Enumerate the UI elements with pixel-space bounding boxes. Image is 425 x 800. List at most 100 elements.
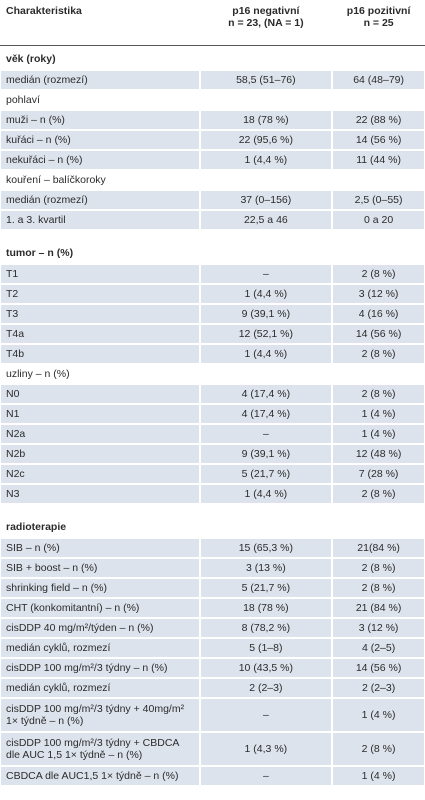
value-cell: 58,5 (51–76): [200, 71, 332, 89]
table-row: T4a 12 (52,1 %) 14 (56 %): [0, 324, 425, 344]
value-cell: 21(84 %): [333, 539, 424, 557]
value-cell: 4 (17,4 %): [200, 405, 332, 423]
row-label: CHT (konkomitantní) – n (%): [1, 599, 199, 617]
row-label: 1. a 3. kvartil: [1, 211, 199, 229]
header-cell: p16 negativní n = 23, (NA = 1): [228, 5, 304, 29]
section-row: věk (roky): [0, 46, 425, 70]
table-row: nekuřáci – n (%) 1 (4,4 %) 11 (44 %): [0, 150, 425, 170]
value-cell: 2 (8 %): [333, 733, 424, 765]
value-cell: 8 (78,2 %): [200, 619, 332, 637]
table-row: N3 1 (4,4 %) 2 (8 %): [0, 484, 425, 504]
table-row: CHT (konkomitantní) – n (%) 18 (78 %) 21 (…: [0, 598, 425, 618]
row-label: T4b: [1, 345, 199, 363]
row-label: pohlaví: [6, 94, 40, 106]
value-cell: 22 (95,6 %): [200, 131, 332, 149]
value-cell: 2 (8 %): [333, 559, 424, 577]
section-title: věk (roky): [6, 53, 56, 65]
section-title: radioterapie: [6, 521, 67, 533]
table-row: N1 4 (17,4 %) 1 (4 %): [0, 404, 425, 424]
row-label: muži – n (%): [1, 111, 199, 129]
row-label: kuřáci – n (%): [1, 131, 199, 149]
row-label: cisDDP 100 mg/m²/3 týdny + CBDCA dle AUC…: [1, 733, 199, 765]
row-label: cisDDP 40 mg/m²/týden – n (%): [1, 619, 199, 637]
value-cell: 15 (65,3 %): [200, 539, 332, 557]
value-cell: 3 (13 %): [200, 559, 332, 577]
row-label: N0: [1, 385, 199, 403]
value-cell: 2 (8 %): [333, 265, 424, 283]
row-label: T3: [1, 305, 199, 323]
value-cell: 9 (39,1 %): [200, 305, 332, 323]
table-row: SIB + boost – n (%) 3 (13 %) 2 (8 %): [0, 558, 425, 578]
row-label: medián (rozmezí): [1, 191, 199, 209]
row-label: nekuřáci – n (%): [1, 151, 199, 169]
row-label: medián (rozmezí): [1, 71, 199, 89]
value-cell: 37 (0–156): [200, 191, 332, 209]
table-row: medián (rozmezí) 37 (0–156) 2,5 (0–55): [0, 190, 425, 210]
value-cell: 1 (4,4 %): [200, 345, 332, 363]
row-label: uzliny – n (%): [6, 368, 70, 380]
value-cell: 12 (52,1 %): [200, 325, 332, 343]
row-label: T4a: [1, 325, 199, 343]
value-cell: 5 (21,7 %): [200, 579, 332, 597]
table-row: cisDDP 100 mg/m²/3 týdny – n (%) 10 (43,5…: [0, 658, 425, 678]
header-cell: p16 pozitivní n = 25: [346, 5, 411, 29]
table-row: uzliny – n (%): [0, 364, 425, 384]
table-row: kouření – balíčkoroky: [0, 170, 425, 190]
value-cell: 5 (1–8): [200, 639, 332, 657]
table-row: medián cyklů, rozmezí 2 (2–3) 2 (2–3): [0, 678, 425, 698]
row-label: shrinking field – n (%): [1, 579, 199, 597]
section-row: radioterapie: [0, 514, 425, 538]
value-cell: 11 (44 %): [333, 151, 424, 169]
row-label: T1: [1, 265, 199, 283]
value-cell: 9 (39,1 %): [200, 445, 332, 463]
value-cell: –: [200, 699, 332, 731]
row-label: N3: [1, 485, 199, 503]
table-row: N0 4 (17,4 %) 2 (8 %): [0, 384, 425, 404]
row-label: N2b: [1, 445, 199, 463]
value-cell: 1 (4 %): [333, 425, 424, 443]
table-row: T3 9 (39,1 %) 4 (16 %): [0, 304, 425, 324]
value-cell: 4 (16 %): [333, 305, 424, 323]
value-cell: 12 (48 %): [333, 445, 424, 463]
value-cell: 18 (78 %): [200, 599, 332, 617]
value-cell: 2,5 (0–55): [333, 191, 424, 209]
table-row: kuřáci – n (%) 22 (95,6 %) 14 (56 %): [0, 130, 425, 150]
value-cell: 64 (48–79): [333, 71, 424, 89]
value-cell: 5 (21,7 %): [200, 465, 332, 483]
row-label: SIB + boost – n (%): [1, 559, 199, 577]
value-cell: 1 (4,3 %): [200, 733, 332, 765]
spacer: [0, 504, 425, 514]
value-cell: –: [200, 265, 332, 283]
value-cell: 2 (8 %): [333, 385, 424, 403]
value-cell: 14 (56 %): [333, 659, 424, 677]
table-row: T4b 1 (4,4 %) 2 (8 %): [0, 344, 425, 364]
row-label: SIB – n (%): [1, 539, 199, 557]
value-cell: 1 (4,4 %): [200, 151, 332, 169]
row-label: T2: [1, 285, 199, 303]
table-row: pohlaví: [0, 90, 425, 110]
table-row: cisDDP 40 mg/m²/týden – n (%) 8 (78,2 %) 3…: [0, 618, 425, 638]
section-row: tumor – n (%): [0, 240, 425, 264]
table-row: CBDCA dle AUC1,5 1× týdně – n (%) –1 (4 %…: [0, 766, 425, 786]
row-label: medián cyklů, rozmezí: [1, 639, 199, 657]
value-cell: 18 (78 %): [200, 111, 332, 129]
value-cell: 2 (2–3): [333, 679, 424, 697]
row-label: kouření – balíčkoroky: [6, 174, 106, 186]
table-row: T2 1 (4,4 %) 3 (12 %): [0, 284, 425, 304]
table-row: medián cyklů, rozmezí 5 (1–8) 4 (2–5): [0, 638, 425, 658]
value-cell: 14 (56 %): [333, 325, 424, 343]
table-row: N2a –1 (4 %): [0, 424, 425, 444]
value-cell: 1 (4 %): [333, 767, 424, 785]
value-cell: 2 (8 %): [333, 345, 424, 363]
value-cell: 2 (8 %): [333, 579, 424, 597]
value-cell: 14 (56 %): [333, 131, 424, 149]
row-label: cisDDP 100 mg/m²/3 týdny + 40mg/m² 1× tý…: [1, 699, 199, 731]
row-label: cisDDP 100 mg/m²/3 týdny – n (%): [1, 659, 199, 677]
row-label: CBDCA dle AUC1,5 1× týdně – n (%): [1, 767, 199, 785]
value-cell: 2 (8 %): [333, 485, 424, 503]
table-row: cisDDP 100 mg/m²/3 týdny + 40mg/m² 1× tý…: [0, 698, 425, 732]
value-cell: 1 (4,4 %): [200, 285, 332, 303]
table-row: cisDDP 100 mg/m²/3 týdny + CBDCA dle AUC…: [0, 732, 425, 766]
table-row: muži – n (%) 18 (78 %) 22 (88 %): [0, 110, 425, 130]
